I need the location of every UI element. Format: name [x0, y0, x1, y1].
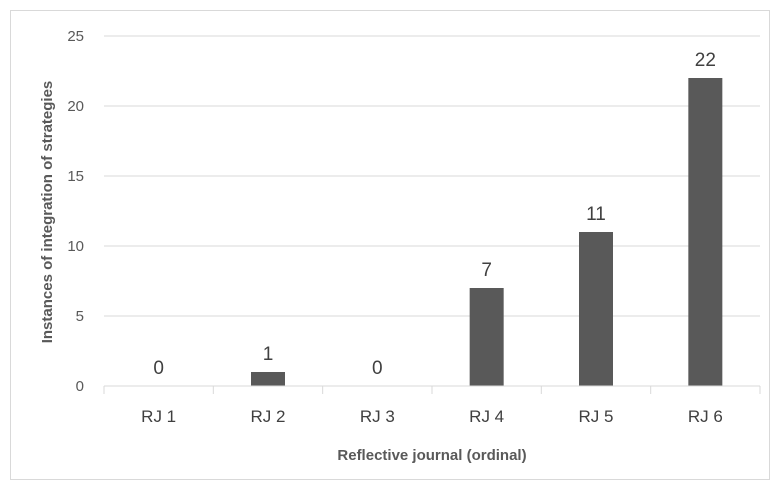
y-tick-labels: 0 5 10 15 20 25	[67, 28, 84, 395]
y-tick-label: 10	[67, 238, 84, 255]
y-tick-label: 25	[67, 28, 84, 45]
x-tick-label: RJ 3	[360, 407, 395, 426]
data-label: 11	[586, 204, 606, 225]
gridlines	[104, 35, 760, 317]
bars	[251, 78, 723, 386]
y-tick-label: 20	[67, 98, 84, 115]
bar	[251, 372, 285, 386]
x-axis	[103, 385, 761, 394]
data-label: 1	[263, 344, 274, 365]
chart-frame	[10, 10, 770, 480]
x-axis-title: Reflective journal (ordinal)	[337, 447, 526, 464]
y-tick-label: 5	[76, 308, 84, 325]
y-tick-label: 15	[67, 168, 84, 185]
bar	[579, 232, 613, 386]
data-label: 0	[372, 358, 383, 379]
x-tick-label: RJ 2	[251, 407, 286, 426]
x-tick-label: RJ 6	[688, 407, 723, 426]
data-label: 7	[481, 260, 492, 281]
y-tick-label: 0	[76, 378, 84, 395]
data-label: 0	[153, 358, 164, 379]
x-tick-label: RJ 1	[141, 407, 176, 426]
bar	[469, 288, 504, 386]
x-tick-label: RJ 5	[579, 407, 614, 426]
bar	[688, 78, 723, 386]
x-tick-label: RJ 4	[469, 407, 504, 426]
data-label: 22	[695, 50, 716, 71]
x-tick-labels: RJ 1 RJ 2 RJ 3 RJ 4 RJ 5 RJ 6	[141, 407, 723, 426]
y-axis-title: Instances of integration of strategies	[39, 81, 56, 344]
data-labels: 0 1 0 7 11 22	[153, 50, 716, 379]
